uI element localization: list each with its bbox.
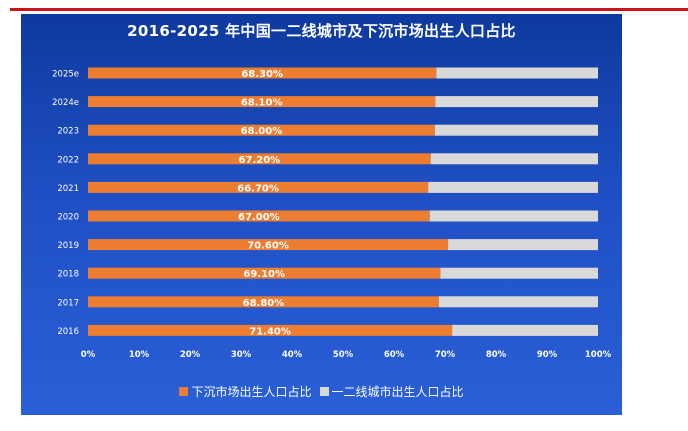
top-red-rule (10, 8, 688, 11)
chart-svg: 71.40% 2016 68.80% 2017 69.10% 2018 70.60% 2019… (52, 67, 612, 360)
legend-label-lower-tier: 下沉市场出生人口占比 (191, 385, 312, 399)
x-tick-label-3: 30% (231, 350, 252, 360)
data-label-2017: 68.80% (243, 298, 285, 309)
data-label-2024e: 68.10% (241, 98, 283, 109)
y-tick-label-2023: 2023 (57, 127, 79, 137)
bar-lower-tier-2022 (88, 153, 431, 165)
bar-lower-tier-2021 (88, 181, 429, 193)
x-tick-label-2: 20% (180, 350, 201, 360)
x-tick-label-8: 80% (486, 350, 507, 360)
data-label-2019: 70.60% (247, 241, 289, 252)
bar-lower-tier-2024e (88, 96, 436, 108)
bar-tier12-2022 (430, 153, 598, 165)
data-label-2020: 67.00% (238, 212, 280, 223)
data-label-2025e: 68.30% (241, 69, 283, 80)
y-tick-label-2024e: 2024e (52, 98, 79, 108)
bar-tier12-2023 (434, 124, 598, 136)
bar-tier12-2025e (436, 67, 598, 79)
bar-tier12-2016 (452, 324, 598, 336)
legend-swatch-tier12 (319, 387, 329, 396)
y-tick-label-2021: 2021 (57, 184, 79, 194)
bar-lower-tier-2016 (88, 324, 453, 336)
x-tick-label-5: 50% (333, 350, 354, 360)
bar-lower-tier-2017 (88, 296, 439, 308)
x-tick-label-10: 100% (585, 350, 612, 360)
bar-lower-tier-2023 (88, 124, 435, 136)
bar-lower-tier-2020 (88, 210, 430, 222)
chart-panel: 2016-2025 年中国一二线城市及下沉市场出生人口占比 71.40% 2016… (21, 14, 622, 415)
bar-tier12-2018 (440, 267, 598, 279)
x-tick-label-7: 70% (435, 350, 456, 360)
x-tick-label-6: 60% (384, 350, 405, 360)
y-tick-label-2017: 2017 (57, 298, 79, 308)
chart-legend: 下沉市场出生人口占比 一二线城市出生人口占比 (21, 383, 622, 400)
bar-lower-tier-2018 (88, 267, 441, 279)
data-label-2022: 67.20% (239, 155, 281, 166)
bar-lower-tier-2025e (88, 67, 437, 79)
y-tick-label-2016: 2016 (57, 327, 79, 337)
legend-item-tier12: 一二线城市出生人口占比 (319, 383, 464, 400)
bar-tier12-2024e (435, 96, 598, 108)
y-tick-label-2020: 2020 (57, 213, 79, 223)
y-tick-label-2022: 2022 (57, 155, 79, 165)
x-tick-label-9: 90% (537, 350, 558, 360)
data-label-2021: 66.70% (237, 183, 279, 194)
legend-label-tier12: 一二线城市出生人口占比 (331, 385, 464, 399)
x-tick-label-4: 40% (282, 350, 303, 360)
bar-tier12-2019 (448, 239, 598, 251)
data-label-2016: 71.40% (249, 326, 291, 337)
legend-item-lower-tier: 下沉市场出生人口占比 (179, 383, 312, 400)
data-label-2023: 68.00% (241, 126, 283, 137)
bar-tier12-2020 (429, 210, 598, 222)
chart-title: 2016-2025 年中国一二线城市及下沉市场出生人口占比 (127, 22, 516, 40)
bar-tier12-2021 (428, 181, 598, 193)
data-label-2018: 69.10% (243, 269, 285, 280)
bar-tier12-2017 (438, 296, 598, 308)
bar-lower-tier-2019 (88, 239, 449, 251)
y-tick-label-2018: 2018 (57, 270, 79, 280)
x-tick-label-0: 0% (81, 350, 96, 360)
legend-swatch-lower-tier (179, 387, 189, 396)
y-tick-label-2019: 2019 (57, 241, 79, 251)
y-tick-label-2025e: 2025e (52, 70, 79, 80)
x-tick-label-1: 10% (129, 350, 150, 360)
